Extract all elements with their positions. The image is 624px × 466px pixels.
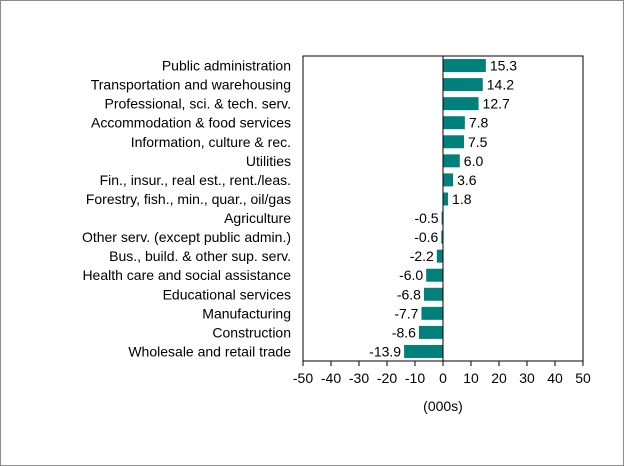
value-labels: 15.3 14.2 12.7 7.8 7.5 6.0 3.6 1.8 -0.5 -0.6 -2.2 -…: [369, 58, 517, 360]
value-label: -13.9: [369, 343, 401, 359]
category-label: Fin., insur., real est., rent./leas.: [100, 172, 291, 188]
category-label: Manufacturing: [202, 305, 291, 321]
x-tick-label: -40: [321, 370, 341, 386]
axes-layer: [302, 55, 584, 362]
category-label: Other serv. (except public admin.): [82, 229, 291, 245]
value-label: 6.0: [464, 153, 484, 169]
bar: [443, 173, 454, 187]
bar: [443, 154, 460, 168]
category-label: Agriculture: [224, 210, 291, 226]
x-tick-label: -50: [293, 370, 313, 386]
category-label: Information, culture & rec.: [131, 134, 291, 150]
bar: [441, 230, 443, 244]
category-labels: Public administration Transportation and …: [82, 58, 291, 360]
value-label: 3.6: [457, 172, 477, 188]
x-tick-label: 50: [575, 370, 591, 386]
value-label: 14.2: [487, 77, 514, 93]
category-label: Wholesale and retail trade: [128, 343, 291, 359]
bars-layer: [404, 59, 486, 358]
bar: [436, 249, 443, 263]
bar: [426, 268, 443, 282]
x-axis-ticks: -50 -40 -30 -20 -10 0 10 20 30 40 50: [293, 361, 591, 386]
x-tick-label: 20: [491, 370, 507, 386]
category-label: Health care and social assistance: [82, 267, 291, 283]
value-label: 12.7: [483, 96, 510, 112]
bar: [443, 59, 486, 73]
category-label: Accommodation & food services: [91, 115, 291, 131]
x-tick-label: -30: [349, 370, 369, 386]
category-label: Bus., build. & other sup. serv.: [109, 248, 291, 264]
category-label: Educational services: [163, 286, 291, 302]
bar: [441, 211, 443, 225]
x-tick-label: 40: [547, 370, 563, 386]
category-label: Professional, sci. & tech. serv.: [105, 96, 291, 112]
x-tick-label: -10: [405, 370, 425, 386]
value-label: 7.8: [469, 115, 489, 131]
x-axis-title: (000s): [423, 398, 463, 414]
value-label: -0.6: [414, 229, 438, 245]
value-label: 1.8: [452, 191, 472, 207]
value-label: -2.2: [410, 248, 434, 264]
category-label: Public administration: [162, 58, 291, 74]
category-label: Construction: [212, 324, 291, 340]
category-label: Forestry, fish., min., quar., oil/gas: [86, 191, 291, 207]
bar: [443, 78, 483, 92]
x-tick-label: 30: [519, 370, 535, 386]
category-label: Transportation and warehousing: [91, 77, 291, 93]
value-label: -0.5: [414, 210, 438, 226]
x-tick-label: 0: [439, 370, 447, 386]
value-label: -8.6: [392, 324, 416, 340]
value-label: -6.8: [397, 286, 421, 302]
category-label: Utilities: [246, 153, 291, 169]
bar: [423, 287, 443, 301]
bar: [443, 192, 449, 206]
bar: [443, 135, 464, 149]
bar: [418, 325, 443, 339]
bar: [443, 97, 479, 111]
value-label: 7.5: [468, 134, 488, 150]
bar: [443, 116, 465, 130]
value-label: -7.7: [394, 305, 418, 321]
bar: [421, 306, 443, 320]
x-tick-label: 10: [463, 370, 479, 386]
value-label: 15.3: [490, 58, 517, 74]
x-tick-label: -20: [377, 370, 397, 386]
value-label: -6.0: [399, 267, 423, 283]
bar: [404, 344, 443, 358]
